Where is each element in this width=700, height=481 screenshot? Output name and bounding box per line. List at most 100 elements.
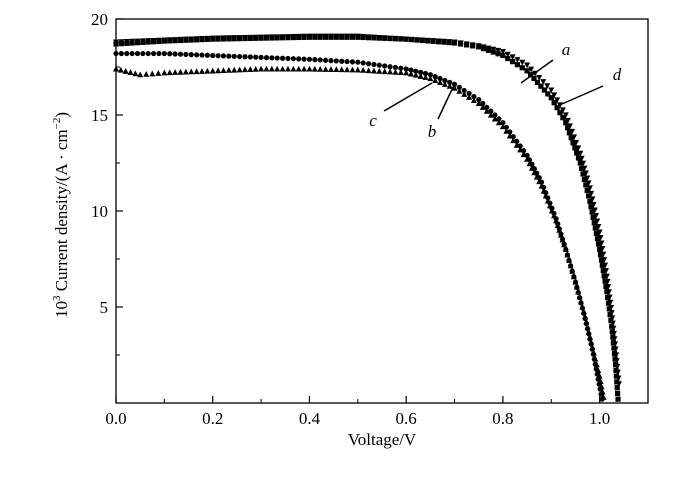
series-d-marker <box>480 44 487 51</box>
series-a-marker <box>590 214 596 220</box>
series-d-marker <box>495 47 502 54</box>
series-d-marker <box>612 346 619 353</box>
series-d-marker <box>413 37 420 43</box>
series-b-marker <box>194 52 200 58</box>
series-c-marker <box>487 111 494 118</box>
series-d-marker <box>594 218 601 225</box>
series-b-marker <box>151 50 157 57</box>
series-a-marker <box>592 225 598 231</box>
series-b-marker <box>242 54 248 60</box>
series-c-marker <box>536 178 543 185</box>
series-a-marker <box>597 246 603 252</box>
series-d-marker <box>317 33 324 40</box>
series-c-marker <box>526 160 533 167</box>
series-d-marker <box>182 36 189 43</box>
series-c-marker <box>533 173 540 180</box>
series-a-marker <box>600 267 606 274</box>
series-c-marker <box>113 65 119 72</box>
series-b-marker <box>161 50 167 57</box>
series-d-marker <box>155 37 162 44</box>
series-a-marker <box>557 110 563 116</box>
series-d-marker <box>295 33 302 40</box>
series-d-marker <box>582 170 589 177</box>
series-d-marker <box>571 134 578 141</box>
series-c-marker <box>137 71 144 78</box>
annotation-layer: a b c d <box>369 40 622 141</box>
series-c-marker <box>311 65 318 72</box>
series-b-marker <box>355 59 361 65</box>
series-c-marker <box>381 68 388 75</box>
series-d-marker <box>504 51 511 58</box>
series-c-marker <box>417 73 424 79</box>
series-c-marker <box>584 323 591 330</box>
series-d-marker <box>284 34 291 40</box>
series-b-marker <box>392 64 399 71</box>
series-d-marker <box>301 33 308 40</box>
series-c-marker <box>441 81 448 87</box>
series-d-marker <box>463 41 470 48</box>
series-b-marker <box>296 56 302 62</box>
series-c-marker <box>301 65 308 72</box>
series-d-marker <box>236 35 243 41</box>
series-d-marker <box>215 35 222 42</box>
series-c-marker <box>236 66 243 73</box>
series-d-marker <box>584 175 591 182</box>
series-d-marker <box>600 251 607 258</box>
series-d-marker <box>564 117 571 124</box>
series-c-marker <box>333 66 340 73</box>
series-d-marker <box>322 33 329 40</box>
series-b-marker <box>322 57 329 63</box>
series-c-marker <box>451 84 458 91</box>
series-c-marker <box>517 146 524 153</box>
series-d-marker <box>597 235 604 241</box>
series-c-marker <box>290 65 297 72</box>
series-c-marker <box>466 94 473 100</box>
series-c-marker <box>155 70 162 76</box>
series-a-marker <box>568 135 574 141</box>
series-d-marker <box>562 112 569 119</box>
series-b-marker <box>480 100 486 107</box>
x-axis-ticks: 0.0 0.2 0.4 0.6 0.8 1.0 <box>105 396 649 428</box>
series-b-marker <box>360 60 366 66</box>
series-d-marker <box>435 38 442 45</box>
series-a-marker <box>594 236 601 242</box>
series-d-marker <box>370 34 377 41</box>
series-d-marker <box>123 39 130 45</box>
series-c-marker <box>306 65 313 72</box>
series-b-marker <box>145 50 151 57</box>
series-b-marker <box>220 53 227 59</box>
series-b-marker <box>339 58 345 64</box>
series-a-marker <box>551 100 557 106</box>
series-c-marker <box>412 71 419 78</box>
series-d-marker <box>129 38 136 45</box>
series-a-marker <box>564 125 571 131</box>
series-b-marker <box>167 51 173 57</box>
series-c-marker <box>470 97 477 104</box>
series-c-marker <box>166 69 173 76</box>
series-c-marker <box>475 100 482 107</box>
y-axis-title-close: ) <box>52 112 71 118</box>
series-c-marker <box>582 313 589 320</box>
series-d <box>113 33 622 387</box>
series-a-marker <box>599 262 605 268</box>
series-d-marker <box>252 34 259 41</box>
series-b-marker <box>437 75 443 82</box>
series-d-marker <box>387 35 394 42</box>
curve-label-b: b <box>428 122 437 141</box>
series-d-marker <box>338 33 345 40</box>
series-d-marker <box>601 257 608 263</box>
series-b-marker <box>476 97 482 103</box>
series-d-marker <box>177 36 184 43</box>
y-tick-label: 20 <box>91 10 108 29</box>
series-d-marker <box>528 66 535 73</box>
series-d-marker <box>614 363 621 370</box>
series-b-marker <box>447 79 453 85</box>
series-a-marker <box>514 62 521 68</box>
x-tick-label: 0.6 <box>396 409 417 428</box>
series-a-marker <box>574 150 580 156</box>
series-d-marker <box>268 34 275 41</box>
series-c-marker <box>583 318 590 325</box>
series-a-marker <box>519 65 525 71</box>
series-b-marker <box>466 90 472 97</box>
series-d-marker <box>573 139 580 146</box>
